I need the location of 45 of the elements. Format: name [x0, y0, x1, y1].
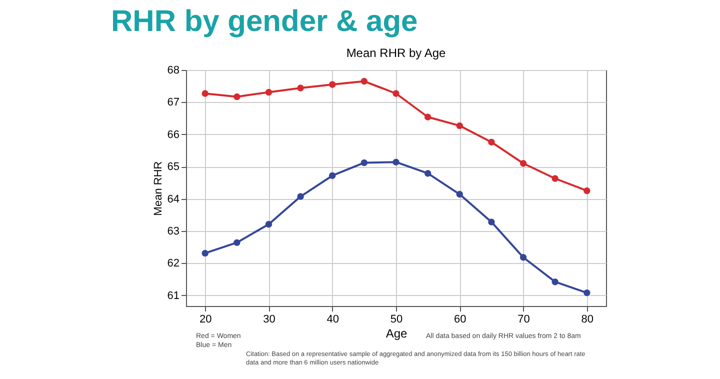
point — [488, 218, 495, 226]
point — [202, 250, 208, 257]
point — [552, 278, 558, 286]
point — [520, 254, 527, 261]
point — [424, 114, 432, 120]
y-tick-label: 66 — [167, 128, 180, 141]
point — [265, 220, 272, 228]
y-tick-label: 63 — [167, 225, 180, 238]
point — [329, 172, 336, 179]
x-tick-label: 60 — [454, 314, 466, 326]
x-tick-label: 50 — [390, 314, 403, 326]
point — [234, 239, 240, 246]
y-tick-label: 65 — [167, 161, 180, 174]
point — [234, 93, 240, 100]
y-tick-label: 61 — [167, 290, 180, 302]
point — [202, 90, 208, 97]
chart-subtitle: Mean RHR by Age — [346, 46, 446, 60]
point — [520, 160, 527, 167]
x-tick-label: 30 — [263, 314, 276, 326]
point — [360, 159, 368, 166]
point — [488, 138, 495, 146]
point — [424, 170, 432, 177]
point — [392, 158, 400, 166]
point — [584, 289, 590, 296]
y-tick-label: 62 — [167, 258, 180, 270]
point — [584, 187, 590, 194]
point — [329, 81, 336, 88]
y-axis-title: Mean RHR — [152, 161, 164, 216]
x-tick-label: 70 — [518, 314, 530, 326]
chart-title: RHR by gender & age — [111, 5, 418, 38]
x-axis-title: Age — [386, 326, 408, 340]
point — [360, 78, 368, 85]
point — [392, 90, 400, 97]
point — [297, 193, 304, 200]
x-tick-label: 80 — [581, 314, 594, 326]
point — [297, 84, 304, 92]
x-tick-label: 40 — [326, 314, 339, 326]
y-tick-label: 68 — [167, 64, 180, 76]
point — [456, 190, 463, 198]
point — [265, 88, 272, 96]
x-tick-label: 20 — [199, 314, 212, 326]
point — [552, 175, 558, 182]
y-tick-label: 64 — [167, 193, 180, 206]
point — [456, 122, 463, 130]
y-tick-label: 67 — [167, 96, 180, 109]
